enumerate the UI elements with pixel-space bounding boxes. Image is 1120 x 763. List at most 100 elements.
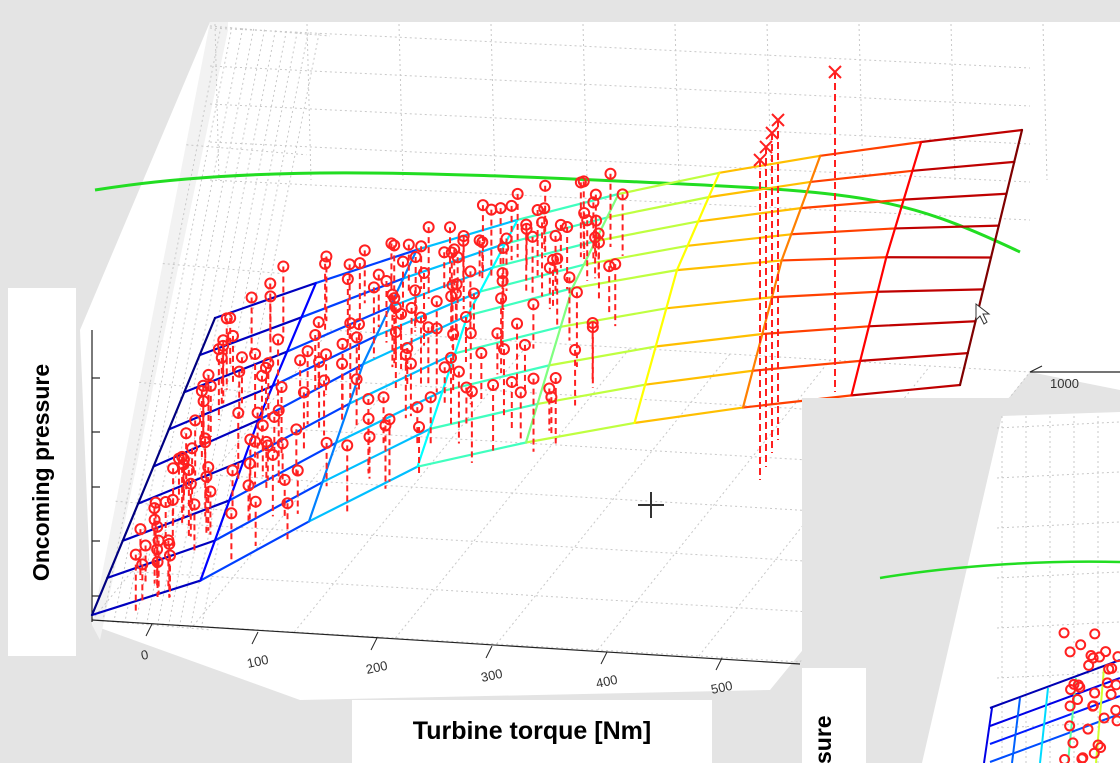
- inset-data-point: [1105, 688, 1117, 700]
- data-point: [399, 348, 412, 361]
- data-point: [148, 513, 161, 526]
- data-point: [362, 393, 375, 406]
- x-tick-mark: [251, 631, 259, 645]
- inset-measurement-points: [1058, 627, 1120, 763]
- surface-edge: [799, 198, 905, 210]
- data-point: [409, 251, 422, 264]
- surface-edge: [571, 269, 679, 290]
- data-point: [320, 250, 333, 263]
- surface-mesh: [90, 128, 1024, 617]
- surface-edge: [415, 218, 519, 251]
- inset-data-point: [1067, 737, 1079, 749]
- data-point: [518, 338, 531, 351]
- data-point: [404, 357, 417, 370]
- y-tick-mark: [1029, 365, 1043, 373]
- outlier-points: [753, 65, 842, 480]
- surface-edge: [770, 259, 783, 299]
- surface-edge: [654, 307, 668, 348]
- surface-edge: [790, 227, 897, 236]
- surface-edge: [686, 220, 700, 247]
- inset-data-point: [1088, 747, 1100, 759]
- surface-edge: [605, 196, 710, 219]
- data-point: [511, 317, 524, 330]
- data-point: [358, 244, 371, 257]
- data-point: [476, 199, 489, 212]
- data-point: [487, 378, 500, 391]
- surface-edge: [321, 427, 432, 484]
- inset-data-point: [1087, 652, 1099, 664]
- surface-edge: [300, 281, 317, 319]
- data-point: [202, 368, 215, 381]
- data-point: [497, 241, 510, 254]
- x-tick-mark: [715, 657, 723, 671]
- surface-edge: [958, 352, 969, 387]
- surface-edge: [665, 269, 679, 310]
- surface-edge: [885, 227, 897, 259]
- data-point: [309, 329, 322, 342]
- inset-data-point: [1072, 693, 1084, 705]
- data-point: [609, 258, 622, 271]
- surface-edge: [1013, 128, 1024, 163]
- surface-edge: [198, 316, 303, 357]
- surface-edge: [524, 421, 636, 444]
- surface-edge: [198, 316, 217, 357]
- boundary-curve: [94, 171, 1021, 254]
- data-point: [313, 355, 326, 368]
- data-point: [438, 361, 451, 374]
- inset-data-point: [1112, 651, 1120, 663]
- data-point: [505, 199, 518, 212]
- outlier-point: [753, 153, 767, 167]
- data-point: [277, 260, 290, 273]
- surface-edge: [571, 263, 585, 290]
- data-point: [604, 167, 617, 180]
- data-point: [202, 461, 215, 474]
- data-point: [411, 401, 424, 414]
- surface-edge: [334, 402, 351, 445]
- surface-edge: [199, 520, 311, 582]
- data-point: [290, 423, 303, 436]
- surface-edge: [121, 502, 140, 542]
- data-point: [268, 410, 281, 423]
- inset-data-point: [1110, 679, 1120, 691]
- data-point: [467, 287, 480, 300]
- inset-surface-edge: [989, 659, 1120, 709]
- surface-edge: [876, 256, 888, 293]
- x-tick-mark: [600, 651, 608, 665]
- surface-edge: [809, 169, 914, 184]
- surface-edge: [491, 242, 507, 269]
- surface-edge: [761, 296, 774, 336]
- data-point: [586, 321, 599, 334]
- data-point: [413, 420, 426, 433]
- surface-edge: [582, 244, 689, 266]
- data-point: [464, 327, 477, 340]
- data-point: [589, 188, 602, 201]
- inset-boundary-curve: [879, 560, 1120, 580]
- y-tick-label: 1000: [1050, 376, 1079, 391]
- surface-edge: [780, 256, 888, 262]
- surface-edge: [617, 171, 721, 196]
- surface-edge: [137, 465, 155, 505]
- data-point: [415, 240, 428, 253]
- inset-data-point: [1100, 646, 1112, 658]
- data-point: [405, 301, 418, 314]
- inset-data-point: [1059, 753, 1071, 763]
- surface-edge: [790, 207, 803, 236]
- data-point: [276, 437, 289, 450]
- data-point: [151, 543, 164, 556]
- data-point: [245, 291, 258, 304]
- data-point: [152, 534, 165, 547]
- data-point: [563, 271, 576, 284]
- data-point: [220, 312, 233, 325]
- data-point: [450, 278, 463, 291]
- data-point: [409, 284, 422, 297]
- surface-edge: [741, 369, 754, 409]
- data-point: [561, 221, 574, 234]
- data-point: [447, 328, 460, 341]
- data-point: [527, 298, 540, 311]
- data-point: [527, 372, 540, 385]
- surface-edge: [893, 224, 1000, 230]
- data-point: [167, 462, 180, 475]
- data-point: [256, 419, 269, 432]
- inset-y-axis-label: sure: [810, 715, 836, 763]
- surface-edge: [491, 240, 597, 269]
